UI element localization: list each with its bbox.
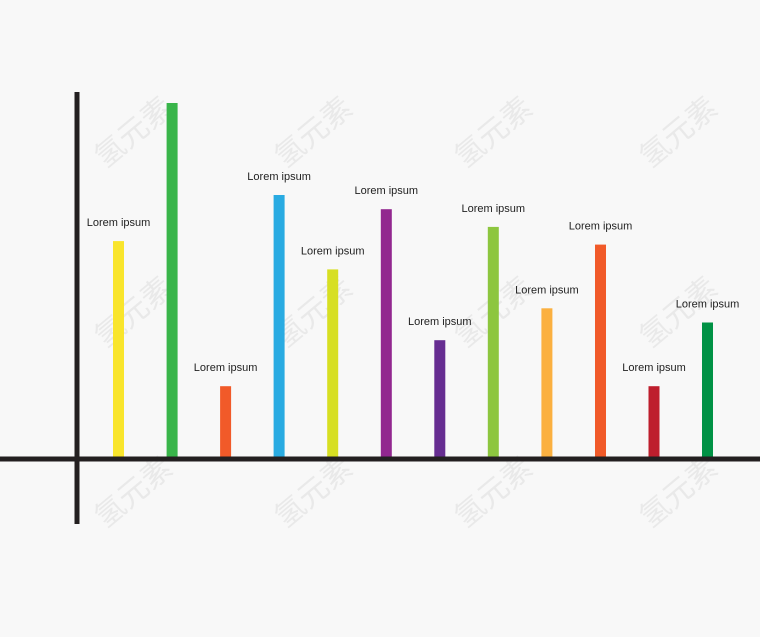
bar-1 [113,241,124,457]
bar-label-1: Lorem ipsum [87,217,151,229]
bar-label-5: Lorem ipsum [301,245,365,257]
watermark-text-2-2: 氢元素 [448,450,539,535]
bar-8 [487,226,499,457]
watermark-text-0-2: 氢元素 [448,90,539,175]
bar-3 [220,386,232,457]
watermark-text-1-0: 氢元素 [88,270,179,355]
watermark-text-2-3: 氢元素 [633,450,724,535]
bar-label-6: Lorem ipsum [355,185,419,197]
watermark-text-0-1: 氢元素 [268,90,359,175]
bar-2 [166,103,178,457]
watermark-text-0-0: 氢元素 [88,90,179,175]
bars-group [113,103,713,457]
bar-11 [648,386,660,457]
watermark-text-2-1: 氢元素 [268,450,359,535]
bar-12 [702,322,713,457]
bar-7 [434,340,446,457]
bar-10 [595,244,606,457]
bar-label-4: Lorem ipsum [247,171,311,183]
bar-6 [380,209,392,457]
watermark-text-2-0: 氢元素 [88,450,179,535]
bar-label-11: Lorem ipsum [622,362,686,374]
bar-label-7: Lorem ipsum [408,316,472,328]
bar-label-10: Lorem ipsum [569,221,633,233]
watermark-text-0-3: 氢元素 [633,90,724,175]
bar-9 [541,308,553,457]
bar-label-3: Lorem ipsum [194,362,258,374]
bar-label-8: Lorem ipsum [462,203,526,215]
bar-5 [327,269,339,457]
bar-4 [273,195,285,457]
bar-label-9: Lorem ipsum [515,284,579,296]
bar-label-12: Lorem ipsum [676,299,740,311]
labels-group: Lorem ipsum Lorem ipsum Lorem ipsum Lorem i… [87,171,740,374]
watermark-layer: 氢元素氢元素氢元素氢元素氢元素氢元素氢元素氢元素氢元素氢元素氢元素氢元素 [88,90,724,535]
